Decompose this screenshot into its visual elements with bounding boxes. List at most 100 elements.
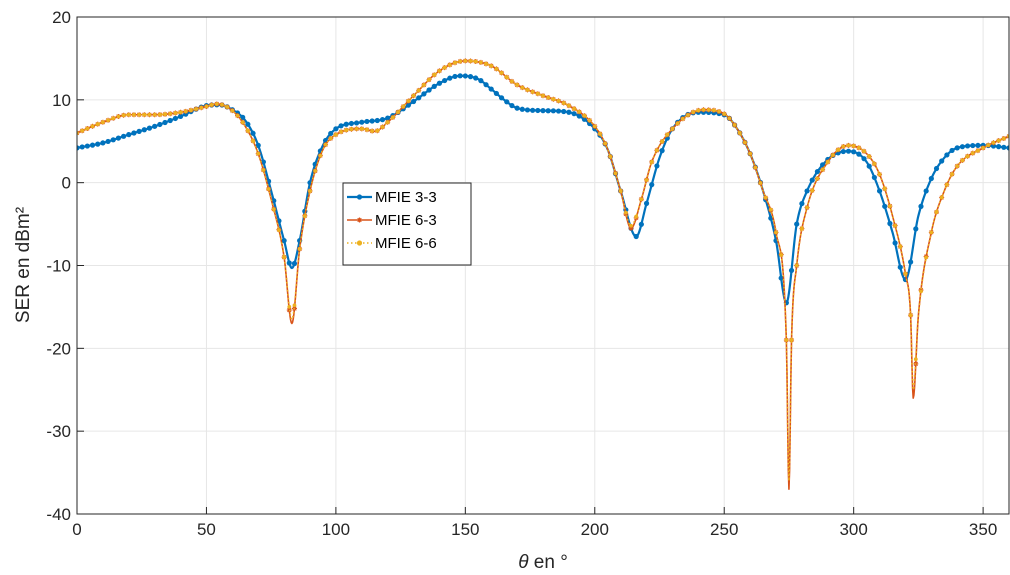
series-marker: [928, 175, 934, 182]
series-marker: [660, 139, 664, 144]
series-marker: [183, 109, 188, 114]
y-axis-label: SER en dBm²: [13, 207, 34, 323]
series-marker: [421, 91, 427, 97]
series-marker: [488, 86, 494, 92]
series-marker: [162, 119, 168, 126]
series-marker: [924, 255, 929, 260]
series-marker: [431, 83, 437, 89]
series-marker: [831, 153, 835, 157]
series-marker: [913, 357, 918, 362]
series-marker: [416, 95, 422, 101]
series-marker: [686, 113, 690, 117]
series-marker: [789, 338, 794, 342]
x-tick-label: 150: [451, 520, 479, 539]
series-marker: [722, 112, 727, 116]
series-marker: [504, 99, 510, 105]
series-marker: [146, 125, 153, 131]
series-marker: [1001, 144, 1007, 150]
series-marker: [643, 200, 650, 206]
series-marker: [519, 106, 525, 112]
series-marker: [970, 151, 975, 156]
series-marker: [172, 115, 178, 122]
series-marker: [281, 238, 287, 244]
series-marker: [447, 62, 452, 67]
series-marker: [608, 154, 613, 159]
x-tick-label: 200: [581, 520, 609, 539]
series-marker: [318, 153, 323, 158]
series-marker: [809, 177, 815, 183]
series-marker: [401, 104, 406, 109]
series-marker: [794, 221, 800, 227]
series-marker: [892, 240, 898, 246]
series-marker: [546, 95, 551, 100]
series-marker: [137, 112, 142, 117]
series-marker: [126, 112, 131, 117]
series-marker: [882, 203, 888, 209]
series-marker: [1006, 145, 1009, 151]
series-marker: [846, 143, 851, 148]
series-marker: [934, 210, 939, 214]
series-marker: [427, 77, 431, 82]
series-marker: [354, 126, 359, 131]
series-marker: [851, 144, 856, 148]
series-marker: [623, 210, 628, 215]
series-marker: [840, 148, 846, 155]
series-marker: [888, 204, 892, 209]
series-marker: [498, 95, 505, 101]
series-marker: [748, 151, 753, 156]
series-marker: [649, 182, 655, 188]
series-marker: [141, 127, 147, 133]
series-marker: [105, 138, 111, 145]
series-marker: [996, 138, 1001, 143]
y-tick-label: -10: [46, 257, 71, 276]
series-marker: [959, 144, 966, 150]
series-marker: [510, 79, 514, 84]
series-marker: [649, 160, 654, 164]
series-marker: [675, 121, 680, 126]
series-marker: [572, 106, 576, 111]
series-marker: [964, 143, 971, 149]
y-tick-label: 20: [52, 8, 71, 27]
series-marker: [235, 113, 240, 118]
series-marker: [556, 99, 561, 103]
axis-ticks: 0 50 100 150 200 250 300 350 -40 -30 -20 -10 0 10 20: [46, 8, 997, 539]
series-marker: [147, 112, 152, 117]
series-marker: [598, 131, 602, 136]
series-marker: [100, 140, 106, 146]
series-marker: [390, 115, 395, 120]
series-marker: [230, 108, 235, 113]
series-marker: [784, 338, 789, 342]
x-tick-label: 250: [710, 520, 738, 539]
series-marker: [204, 104, 209, 109]
series-marker: [655, 148, 659, 153]
series-marker: [788, 267, 795, 274]
series-marker: [965, 154, 970, 159]
series-marker: [483, 82, 489, 88]
series-marker: [380, 125, 385, 129]
series-marker: [975, 142, 981, 149]
series-marker: [163, 112, 167, 117]
series-marker: [799, 226, 804, 231]
series-marker: [996, 144, 1002, 150]
series-marker: [225, 105, 230, 109]
series-marker: [887, 220, 893, 227]
series-marker: [126, 132, 132, 138]
series-marker: [561, 108, 567, 115]
series-marker: [375, 128, 380, 133]
series-marker: [261, 168, 266, 172]
series-marker: [489, 63, 494, 68]
series-marker: [442, 77, 448, 84]
series-marker: [877, 172, 882, 177]
series-marker: [566, 103, 571, 108]
series-marker: [473, 75, 479, 81]
series-marker: [1001, 136, 1006, 141]
series-marker: [302, 214, 307, 219]
series-marker: [882, 186, 887, 191]
series-marker: [991, 140, 996, 145]
x-axis-label-symbol: θ: [518, 552, 529, 573]
series-marker: [872, 161, 877, 166]
series-marker: [919, 289, 923, 294]
series-marker: [343, 121, 349, 127]
series-marker: [717, 109, 721, 114]
series-marker: [908, 313, 913, 318]
